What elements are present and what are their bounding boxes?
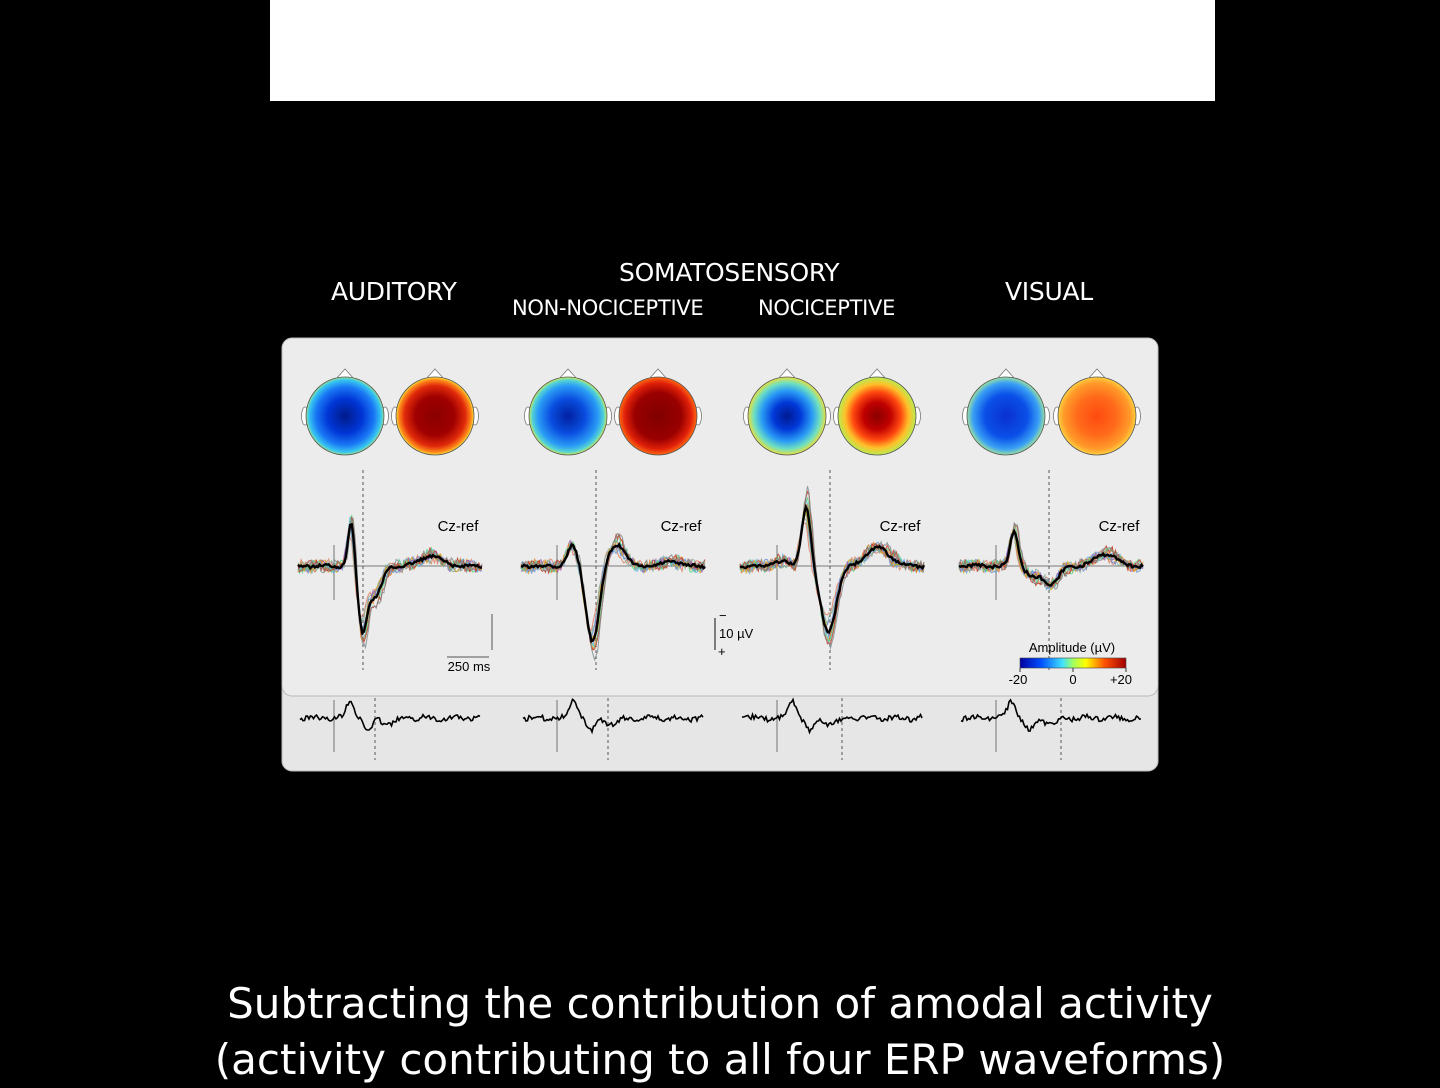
residual-trace (741, 697, 923, 735)
residual-panel-nociceptive (741, 697, 923, 760)
single-subject-trace (958, 528, 1144, 591)
residual-panel-visual (960, 698, 1142, 760)
grand-average-trace (297, 522, 483, 636)
scalp-map-visual-positive (1053, 368, 1141, 456)
header-non-nociceptive: NON-NOCICEPTIVE (512, 296, 704, 320)
figure-panel-upper (281, 337, 1159, 697)
colorbar-mid-label: 0 (1069, 672, 1076, 687)
residual-panel-auditory (299, 698, 481, 760)
ref-label-visual: Cz-ref (1099, 518, 1141, 535)
grand-average-trace (739, 503, 926, 634)
caption-line-1: Subtracting the contribution of amodal a… (227, 979, 1213, 1028)
scalp-map-nociceptive-negative (743, 368, 831, 456)
colorbar (1019, 657, 1127, 669)
header-visual: VISUAL (1005, 277, 1093, 306)
amplitude-scale-minus: − (719, 608, 727, 623)
colorbar-title: Amplitude (µV) (1029, 640, 1115, 655)
erp-panel-non-nociceptive (520, 470, 706, 670)
amodal-subtracted-traces (299, 697, 1142, 760)
erp-traces (297, 470, 1144, 670)
residual-panel-non-nociceptive (522, 698, 704, 760)
ref-label-auditory: Cz-ref (438, 518, 480, 535)
single-subject-trace (739, 485, 925, 650)
time-scale-label: 250 ms (448, 659, 491, 674)
caption-line-2: (activity contributing to all four ERP w… (214, 1035, 1226, 1084)
ref-label-non-nociceptive: Cz-ref (661, 518, 703, 535)
grand-average-trace (520, 542, 706, 644)
residual-trace (960, 698, 1142, 732)
grand-average-trace (958, 528, 1144, 587)
colorbar-max-label: +20 (1110, 672, 1132, 687)
amplitude-scale-plus: + (718, 644, 726, 659)
header-somatosensory: SOMATOSENSORY (619, 258, 840, 287)
header-nociceptive: NOCICEPTIVE (758, 296, 896, 320)
scalp-maps (301, 368, 1141, 456)
scalp-map-auditory-positive (391, 368, 479, 456)
residual-trace (299, 700, 481, 731)
scalp-map-non-nociceptive-negative (524, 368, 612, 456)
colorbar-min-label: -20 (1009, 672, 1028, 687)
residual-trace (522, 698, 704, 735)
white-title-band (270, 0, 1215, 101)
erp-panel-nociceptive (739, 470, 926, 670)
header-auditory: AUDITORY (331, 277, 457, 306)
ref-label-nociceptive: Cz-ref (880, 518, 922, 535)
scalp-map-visual-negative (962, 368, 1050, 456)
erp-panel-visual (958, 470, 1144, 670)
single-subject-trace (739, 521, 925, 616)
erp-panel-auditory (297, 470, 483, 670)
single-subject-trace (739, 502, 925, 641)
amplitude-scale-value: 10 µV (719, 626, 754, 641)
scalp-map-auditory-negative (301, 368, 389, 456)
scalp-map-nociceptive-positive (833, 368, 921, 456)
scalp-map-non-nociceptive-positive (614, 368, 702, 456)
